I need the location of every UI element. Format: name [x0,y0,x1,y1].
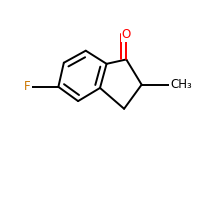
Text: F: F [24,80,31,93]
Text: CH₃: CH₃ [170,78,192,91]
Text: O: O [122,28,131,41]
